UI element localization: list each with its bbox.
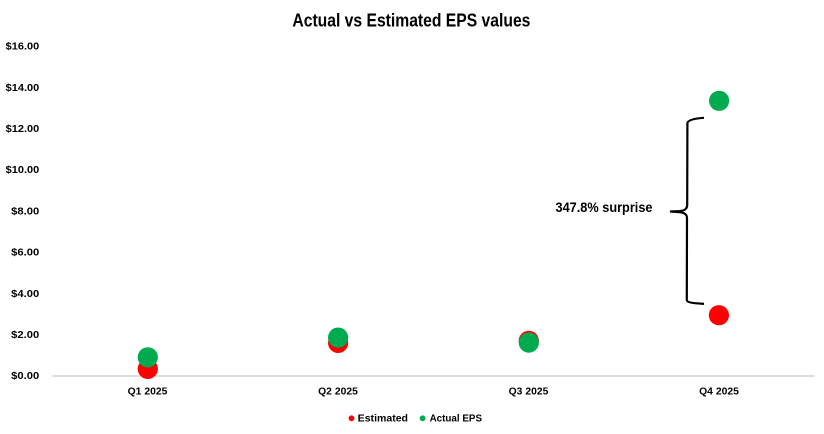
svg-text:Estimated: Estimated [358, 414, 408, 425]
svg-text:Q4 2025: Q4 2025 [699, 386, 739, 397]
svg-text:347.8% surprise: 347.8% surprise [556, 199, 653, 215]
svg-text:Q2 2025: Q2 2025 [318, 386, 358, 397]
svg-text:$0.00: $0.00 [11, 371, 39, 382]
svg-text:$6.00: $6.00 [11, 248, 39, 259]
svg-text:$12.00: $12.00 [6, 124, 40, 135]
svg-text:$14.00: $14.00 [6, 83, 40, 94]
svg-text:Actual vs Estimated EPS values: Actual vs Estimated EPS values [292, 11, 530, 31]
svg-text:Q3 2025: Q3 2025 [509, 386, 549, 397]
svg-text:$2.00: $2.00 [11, 330, 39, 341]
svg-text:$10.00: $10.00 [6, 165, 40, 176]
svg-text:Q1 2025: Q1 2025 [128, 386, 168, 397]
svg-text:$8.00: $8.00 [11, 206, 39, 217]
svg-text:$4.00: $4.00 [11, 289, 39, 300]
svg-text:$16.00: $16.00 [6, 42, 40, 53]
svg-text:Actual EPS: Actual EPS [430, 414, 483, 425]
